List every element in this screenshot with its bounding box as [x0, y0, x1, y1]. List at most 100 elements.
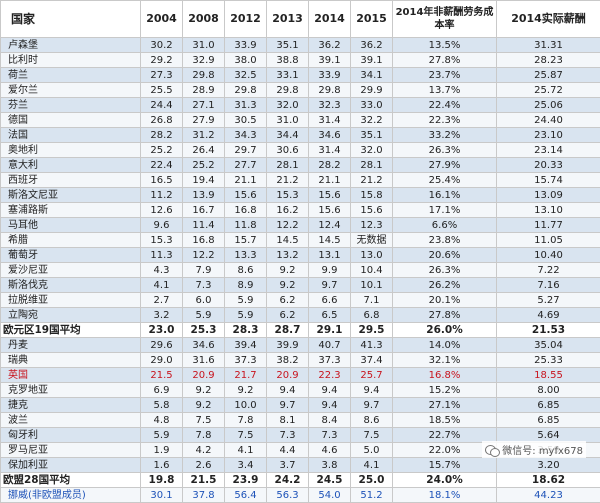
value-cell: 22.0%: [393, 443, 497, 458]
value-cell: 39.9: [267, 338, 309, 353]
value-cell: 37.3: [309, 353, 351, 368]
value-cell: 31.6: [183, 353, 225, 368]
value-cell: 22.3: [309, 368, 351, 383]
value-cell: 9.2: [183, 398, 225, 413]
value-cell: 9.2: [225, 383, 267, 398]
value-cell: 32.9: [183, 53, 225, 68]
value-cell: 11.8: [225, 218, 267, 233]
value-cell: 23.14: [497, 143, 600, 158]
value-cell: 5.8: [141, 398, 183, 413]
value-cell: 8.4: [309, 413, 351, 428]
value-cell: 6.2: [267, 293, 309, 308]
value-cell: 15.6: [225, 188, 267, 203]
value-cell: 15.3: [267, 188, 309, 203]
value-cell: 19.4: [183, 173, 225, 188]
country-cell: 西班牙: [1, 173, 141, 188]
header-year-2004: 2004: [141, 1, 183, 38]
value-cell: 27.1: [183, 98, 225, 113]
value-cell: 15.74: [497, 173, 600, 188]
value-cell: 41.3: [351, 338, 393, 353]
value-cell: 18.1%: [393, 488, 497, 503]
value-cell: 13.5%: [393, 38, 497, 53]
value-cell: 5.0: [351, 443, 393, 458]
value-cell: 6.5: [309, 308, 351, 323]
value-cell: 33.1: [267, 68, 309, 83]
header-year-2015: 2015: [351, 1, 393, 38]
value-cell: 5.27: [497, 293, 600, 308]
value-cell: 20.9: [183, 368, 225, 383]
value-cell: 6.85: [497, 398, 600, 413]
watermark: 微信号: myfx678: [482, 441, 586, 458]
value-cell: 2.7: [141, 293, 183, 308]
value-cell: 18.5%: [393, 413, 497, 428]
value-cell: 25.33: [497, 353, 600, 368]
value-cell: 34.6: [309, 128, 351, 143]
value-cell: 28.3: [225, 323, 267, 338]
value-cell: 32.5: [225, 68, 267, 83]
value-cell: 31.3: [225, 98, 267, 113]
value-cell: 13.2: [267, 248, 309, 263]
value-cell: 9.2: [267, 278, 309, 293]
value-cell: 40.7: [309, 338, 351, 353]
value-cell: 34.3: [225, 128, 267, 143]
value-cell: 34.6: [183, 338, 225, 353]
value-cell: 44.23: [497, 488, 600, 503]
value-cell: 29.8: [183, 68, 225, 83]
value-cell: 16.5: [141, 173, 183, 188]
value-cell: 33.0: [351, 98, 393, 113]
value-cell: 39.1: [351, 53, 393, 68]
value-cell: 12.4: [309, 218, 351, 233]
value-cell: 39.4: [225, 338, 267, 353]
value-cell: 10.4: [351, 263, 393, 278]
value-cell: 30.5: [225, 113, 267, 128]
value-cell: 16.8: [225, 203, 267, 218]
value-cell: 29.0: [141, 353, 183, 368]
value-cell: 11.4: [183, 218, 225, 233]
value-cell: 33.2%: [393, 128, 497, 143]
value-cell: 31.0: [267, 113, 309, 128]
value-cell: 32.0: [351, 143, 393, 158]
value-cell: 5.9: [225, 293, 267, 308]
value-cell: 27.9%: [393, 158, 497, 173]
value-cell: 16.1%: [393, 188, 497, 203]
value-cell: 23.0: [141, 323, 183, 338]
value-cell: 4.8: [141, 413, 183, 428]
value-cell: 28.23: [497, 53, 600, 68]
country-cell: 罗马尼亚: [1, 443, 141, 458]
value-cell: 28.1: [267, 158, 309, 173]
value-cell: 15.2%: [393, 383, 497, 398]
value-cell: 15.6: [351, 203, 393, 218]
header-year-2008: 2008: [183, 1, 225, 38]
country-cell: 比利时: [1, 53, 141, 68]
value-cell: 56.3: [267, 488, 309, 503]
value-cell: 25.7: [351, 368, 393, 383]
value-cell: 21.1: [225, 173, 267, 188]
value-cell: 9.4: [267, 383, 309, 398]
value-cell: 10.0: [225, 398, 267, 413]
value-cell: 5.9: [183, 308, 225, 323]
value-cell: 7.3: [309, 428, 351, 443]
value-cell: 14.5: [309, 233, 351, 248]
value-cell: 38.8: [267, 53, 309, 68]
value-cell: 25.0: [351, 473, 393, 488]
value-cell: 22.4%: [393, 98, 497, 113]
value-cell: 24.40: [497, 113, 600, 128]
value-cell: 12.2: [183, 248, 225, 263]
value-cell: 32.2: [351, 113, 393, 128]
header-row: 国家 2004 2008 2012 2013 2014 2015 2014年非薪…: [1, 1, 600, 38]
value-cell: 12.2: [267, 218, 309, 233]
value-cell: 28.7: [267, 323, 309, 338]
value-cell: 12.6: [141, 203, 183, 218]
value-cell: 7.16: [497, 278, 600, 293]
value-cell: 14.5: [267, 233, 309, 248]
value-cell: 25.06: [497, 98, 600, 113]
value-cell: 13.7%: [393, 83, 497, 98]
value-cell: 16.7: [183, 203, 225, 218]
